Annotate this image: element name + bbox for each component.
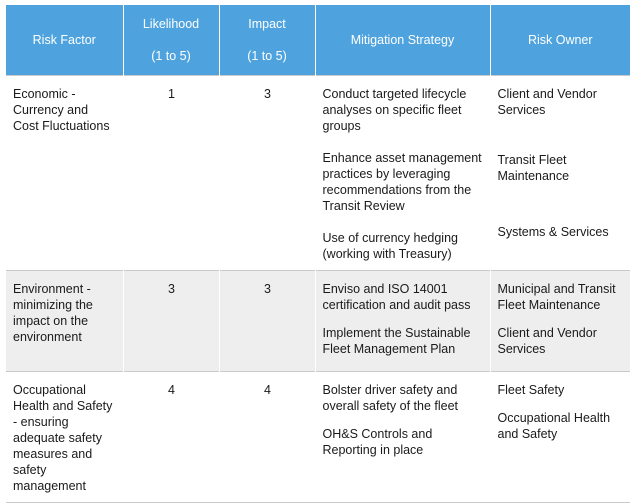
owner-item: Client and Vendor Services: [497, 87, 597, 117]
risk-factor-cell: Environment - minimizing the impact on t…: [6, 270, 123, 372]
owner-cell: Client and Vendor Services Transit Fleet…: [489, 75, 630, 271]
header-owner: Risk Owner: [489, 5, 630, 76]
mitigation-item: Bolster driver safety and overall safety…: [322, 383, 459, 413]
header-row: Risk Factor Likelihood (1 to 5) Impact (…: [6, 5, 630, 76]
header-impact-label: Impact: [248, 17, 286, 31]
owner-item: Systems & Services: [497, 225, 609, 239]
mitigation-item: Enhance asset management practices by le…: [322, 151, 482, 213]
impact-cell: 3: [218, 270, 315, 372]
owner-cell: Fleet Safety Occupational Health and Saf…: [489, 371, 630, 503]
header-owner-label: Risk Owner: [527, 33, 593, 47]
likelihood-cell: 1: [122, 75, 219, 271]
mitigation-item: Conduct targeted lifecycle analyses on s…: [322, 87, 467, 133]
document-page: Risk Factor Likelihood (1 to 5) Impact (…: [6, 5, 630, 503]
likelihood-cell: 3: [122, 270, 219, 372]
mitigation-cell: Enviso and ISO 14001 certification and a…: [314, 270, 490, 372]
header-likelihood-scale: (1 to 5): [151, 49, 191, 63]
mitigation-item: Use of currency hedging (working with Tr…: [322, 231, 459, 261]
owner-item: Transit Fleet Maintenance: [497, 153, 570, 183]
table-row: Environment - minimizing the impact on t…: [6, 270, 630, 372]
risk-factor-cell: Occupational Health and Safety - ensurin…: [6, 371, 123, 503]
owner-item: Client and Vendor Services: [497, 326, 597, 356]
owner-item: Fleet Safety: [497, 383, 565, 397]
mitigation-cell: Conduct targeted lifecycle analyses on s…: [314, 75, 490, 271]
table-row: Occupational Health and Safety - ensurin…: [6, 371, 630, 503]
owner-item: Occupational Health and Safety: [497, 411, 611, 441]
impact-cell: 4: [218, 371, 315, 503]
header-impact: Impact (1 to 5): [218, 5, 315, 76]
risk-factor-cell: Economic - Currency and Cost Fluctuation…: [6, 75, 123, 271]
header-likelihood-label: Likelihood: [142, 17, 200, 31]
header-mitigation-label: Mitigation Strategy: [350, 33, 455, 47]
header-risk-factor: Risk Factor: [6, 5, 123, 76]
risk-table: Risk Factor Likelihood (1 to 5) Impact (…: [6, 5, 630, 503]
owner-cell: Municipal and Transit Fleet Maintenance …: [489, 270, 630, 372]
mitigation-item: Enviso and ISO 14001 certification and a…: [322, 282, 471, 312]
likelihood-cell: 4: [122, 371, 219, 503]
mitigation-cell: Bolster driver safety and overall safety…: [314, 371, 490, 503]
owner-item: Municipal and Transit Fleet Maintenance: [497, 282, 616, 312]
table-row: Economic - Currency and Cost Fluctuation…: [6, 75, 630, 271]
mitigation-item: Implement the Sustainable Fleet Manageme…: [322, 326, 471, 356]
table-body: Economic - Currency and Cost Fluctuation…: [6, 75, 630, 503]
header-impact-scale: (1 to 5): [247, 49, 287, 63]
header-risk-factor-label: Risk Factor: [32, 33, 96, 47]
impact-cell: 3: [218, 75, 315, 271]
header-likelihood: Likelihood (1 to 5): [122, 5, 219, 76]
mitigation-item: OH&S Controls and Reporting in place: [322, 427, 433, 457]
header-mitigation: Mitigation Strategy: [314, 5, 490, 76]
table-header: Risk Factor Likelihood (1 to 5) Impact (…: [6, 5, 630, 76]
